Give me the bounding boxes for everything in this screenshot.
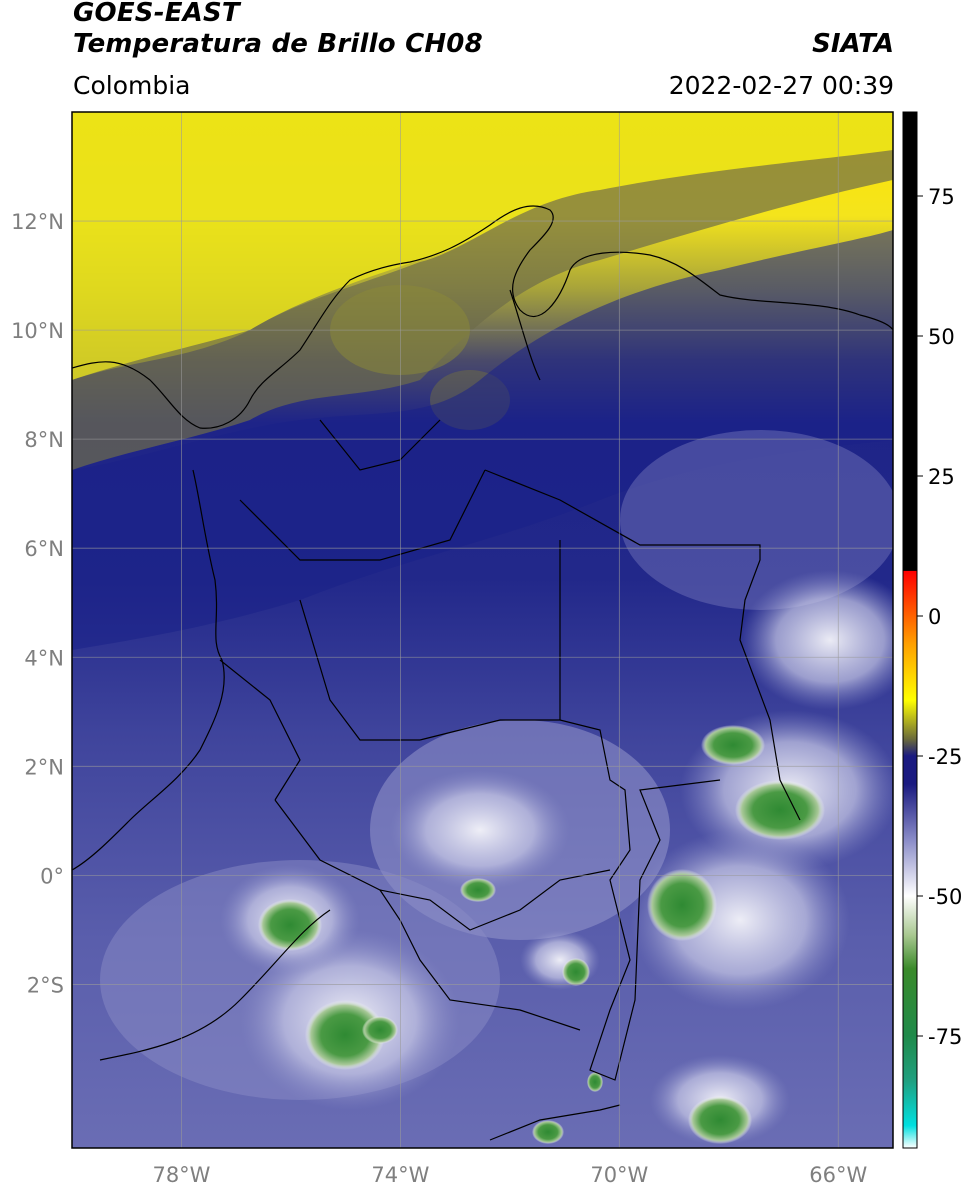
border-internal xyxy=(509,289,541,381)
title-product: Temperatura de Brillo CH08 xyxy=(73,29,483,59)
border-brazil xyxy=(419,719,721,1081)
title-satellite: GOES-EAST xyxy=(73,0,240,28)
colorbar-tick-label: -50 xyxy=(928,885,962,909)
lat-tick-label: 0° xyxy=(40,864,64,888)
lon-axis: 78°W 74°W 70°W 66°W xyxy=(152,1163,867,1187)
dry-air-belt xyxy=(72,230,893,650)
satellite-imagery xyxy=(72,112,893,1148)
high-cloud xyxy=(390,770,570,890)
cold-top xyxy=(701,725,765,765)
colorbar-tick-label: 75 xyxy=(928,185,955,209)
map-frame xyxy=(71,111,894,1149)
lon-tick-label: 70°W xyxy=(590,1163,648,1187)
colorbar-tick-label: 50 xyxy=(928,325,955,349)
cold-top xyxy=(532,1120,564,1144)
cold-top xyxy=(688,1096,752,1144)
cold-top xyxy=(735,780,825,840)
colorbar-axis: 75 50 25 0 -25 -50 -75 xyxy=(917,185,962,1049)
lon-tick-label: 74°W xyxy=(371,1163,429,1187)
cold-top xyxy=(460,878,496,902)
brand-label: SIATA xyxy=(812,29,894,59)
cold-top xyxy=(587,1072,603,1092)
colorbar-tick-label: -25 xyxy=(928,745,962,769)
lat-tick-label: 2°S xyxy=(27,973,64,997)
border-south xyxy=(274,799,611,931)
lat-tick-label: 4°N xyxy=(24,646,64,670)
border-internal xyxy=(299,599,420,741)
cold-top xyxy=(562,958,590,986)
border-internal xyxy=(219,659,301,801)
transition-band xyxy=(72,150,893,470)
region-label: Colombia xyxy=(73,71,191,100)
warm-band xyxy=(72,112,893,380)
cold-top xyxy=(647,869,717,941)
border-internal xyxy=(319,419,441,471)
coastline-north xyxy=(72,205,893,429)
lat-tick-label: 12°N xyxy=(11,210,64,234)
border-internal xyxy=(239,469,486,561)
lat-tick-label: 8°N xyxy=(24,428,64,452)
colorbar xyxy=(903,112,917,1148)
lon-tick-label: 66°W xyxy=(809,1163,867,1187)
cold-top xyxy=(362,1016,398,1044)
colorbar-tick-label: 25 xyxy=(928,465,955,489)
colorbar-frame xyxy=(902,111,918,1149)
border-venezuela xyxy=(484,469,801,821)
lat-axis: 12°N 10°N 8°N 6°N 4°N 2°N 0° 2°S xyxy=(11,210,64,997)
borders xyxy=(72,205,893,1141)
coastline-ecuador xyxy=(99,909,331,1061)
coastline-pacific xyxy=(72,469,225,871)
mid-cloud xyxy=(620,430,893,610)
datetime-label: 2022-02-27 00:39 xyxy=(668,71,894,100)
border-amazon xyxy=(489,1104,621,1141)
colorbar-tick-label: -75 xyxy=(928,1025,962,1049)
border-peru xyxy=(379,889,581,1031)
gridlines xyxy=(72,112,893,1148)
lon-tick-label: 78°W xyxy=(152,1163,210,1187)
high-cloud xyxy=(520,930,600,990)
cold-top xyxy=(305,1000,385,1070)
cold-top xyxy=(258,899,322,951)
high-cloud xyxy=(740,570,893,710)
colorbar-tick-label: 0 xyxy=(928,605,941,629)
lat-tick-label: 2°N xyxy=(24,755,64,779)
lat-tick-label: 10°N xyxy=(11,319,64,343)
lat-tick-label: 6°N xyxy=(24,537,64,561)
